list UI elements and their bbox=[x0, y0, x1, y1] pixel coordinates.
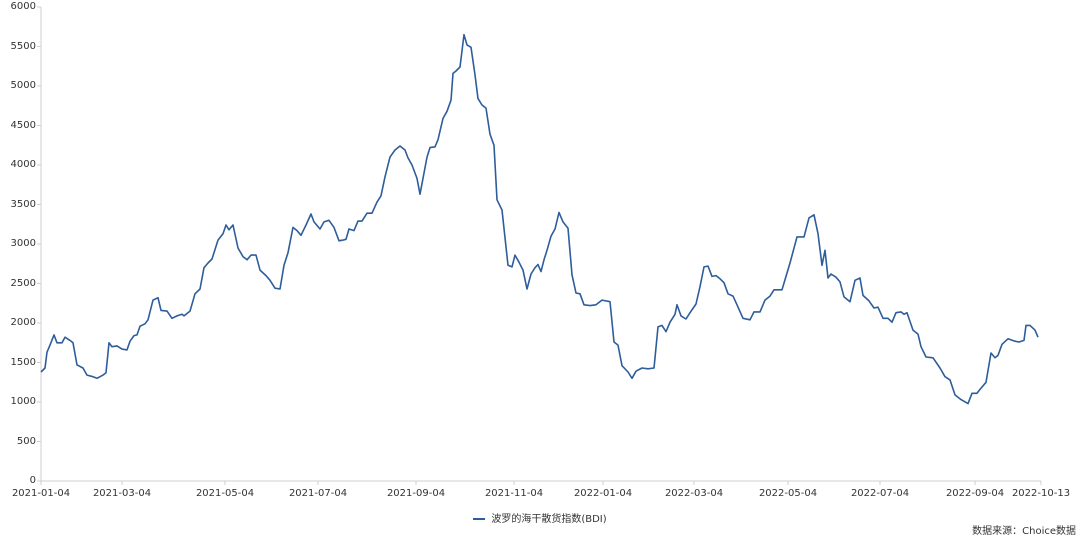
x-tick-label: 2022-01-04 bbox=[573, 488, 633, 499]
axes bbox=[37, 6, 1042, 485]
x-tick-label: 2021-03-04 bbox=[92, 488, 152, 499]
y-tick-label: 1500 bbox=[10, 356, 36, 368]
y-tick-label: 6000 bbox=[10, 1, 36, 12]
x-tick-label: 2022-07-04 bbox=[850, 488, 910, 499]
y-tick-label: 4500 bbox=[10, 119, 36, 131]
y-tick-label: 3000 bbox=[10, 238, 36, 249]
x-tick-label: 2022-03-04 bbox=[664, 488, 724, 499]
y-tick-label: 2500 bbox=[10, 277, 36, 289]
y-tick-label: 4000 bbox=[10, 159, 36, 170]
x-tick-label: 2021-07-04 bbox=[288, 488, 348, 499]
x-tick-label: 2021-01-04 bbox=[11, 488, 71, 499]
y-tick-label: 5000 bbox=[10, 80, 36, 91]
y-tick-label: 3500 bbox=[10, 198, 36, 210]
y-tick-label: 5500 bbox=[10, 40, 36, 52]
bdi-line bbox=[40, 33, 1039, 405]
data-source-note: 数据来源：Choice数据 bbox=[972, 526, 1076, 537]
x-tick-label: 2021-05-04 bbox=[195, 488, 255, 499]
x-tick-label: 2022-09-04 bbox=[945, 488, 1005, 499]
x-tick-label: 2022-10-13 bbox=[1011, 488, 1071, 499]
x-tick-label: 2021-11-04 bbox=[484, 488, 544, 499]
x-tick-label: 2022-05-04 bbox=[758, 488, 818, 499]
y-tick-label: 2000 bbox=[10, 317, 36, 328]
y-tick-label: 0 bbox=[29, 475, 36, 486]
legend-label: 波罗的海干散货指数(BDI) bbox=[491, 514, 607, 525]
y-tick-label: 1000 bbox=[10, 396, 36, 407]
legend-line-icon bbox=[473, 518, 486, 520]
legend: 波罗的海干散货指数(BDI) bbox=[0, 510, 1080, 525]
y-tick-label: 500 bbox=[16, 435, 36, 447]
x-tick-label: 2021-09-04 bbox=[386, 488, 446, 499]
